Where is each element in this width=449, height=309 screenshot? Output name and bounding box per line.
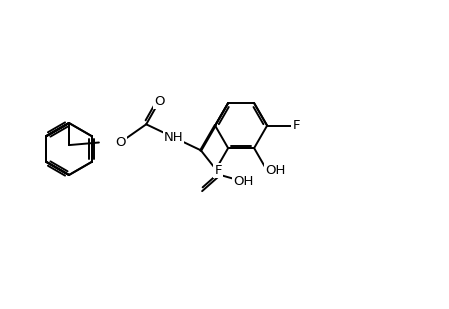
Text: O: O <box>154 95 164 108</box>
Text: F: F <box>214 164 222 177</box>
Text: F: F <box>292 119 300 132</box>
Text: OH: OH <box>265 164 285 177</box>
Text: O: O <box>115 136 125 149</box>
Text: OH: OH <box>233 175 253 188</box>
Text: NH: NH <box>164 131 183 144</box>
